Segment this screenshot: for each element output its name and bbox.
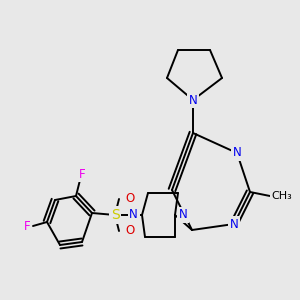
Text: O: O xyxy=(125,224,135,238)
Text: N: N xyxy=(179,208,188,221)
Text: F: F xyxy=(24,220,30,232)
Text: F: F xyxy=(79,167,85,181)
Text: N: N xyxy=(230,218,238,230)
Text: N: N xyxy=(189,94,197,106)
Text: O: O xyxy=(125,193,135,206)
Text: CH₃: CH₃ xyxy=(272,191,292,201)
Text: N: N xyxy=(232,146,242,160)
Text: S: S xyxy=(111,208,119,222)
Text: N: N xyxy=(129,208,138,221)
